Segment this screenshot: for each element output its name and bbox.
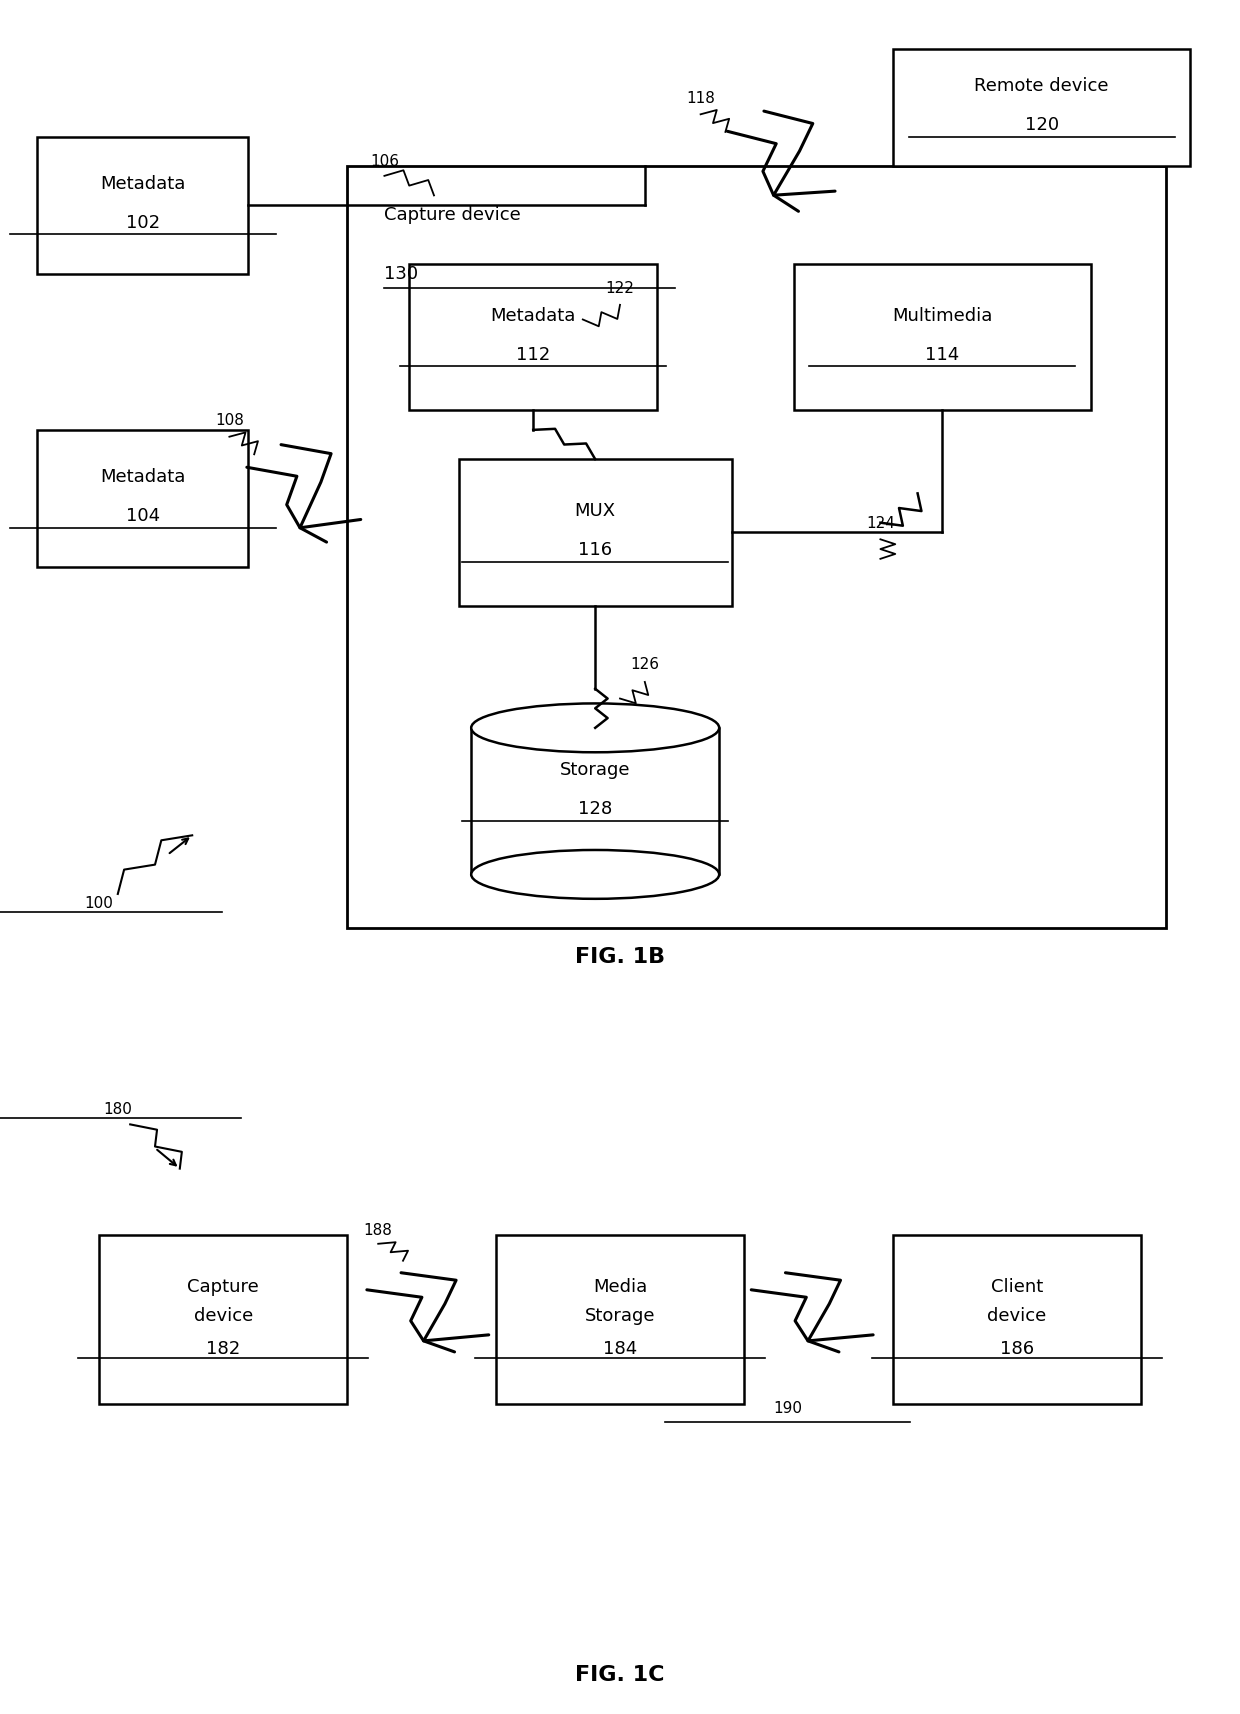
Text: 126: 126 [630, 656, 660, 672]
Text: 180: 180 [103, 1102, 133, 1118]
Text: 122: 122 [605, 281, 635, 297]
Text: Remote device: Remote device [975, 77, 1109, 94]
Text: Media: Media [593, 1277, 647, 1296]
Ellipse shape [471, 703, 719, 752]
Text: Client: Client [991, 1277, 1043, 1296]
Text: 100: 100 [84, 896, 114, 912]
Bar [37, 430, 248, 567]
Text: 116: 116 [578, 542, 613, 559]
Bar [99, 1234, 347, 1404]
Bar [409, 264, 657, 410]
Bar [347, 166, 1166, 929]
Bar [471, 728, 719, 874]
Text: Metadata: Metadata [100, 175, 185, 192]
Text: 118: 118 [686, 91, 715, 106]
Text: FIG. 1B: FIG. 1B [575, 948, 665, 967]
Bar [794, 264, 1091, 410]
Bar [459, 459, 732, 605]
Text: Metadata: Metadata [100, 468, 185, 485]
Text: 128: 128 [578, 800, 613, 818]
Bar [496, 1234, 744, 1404]
Text: 130: 130 [384, 264, 419, 283]
Text: 182: 182 [206, 1340, 241, 1357]
Text: 186: 186 [999, 1340, 1034, 1357]
Text: 120: 120 [1024, 117, 1059, 134]
Text: 188: 188 [363, 1222, 393, 1238]
Text: Storage: Storage [585, 1308, 655, 1325]
Text: 102: 102 [125, 214, 160, 231]
Text: 190: 190 [773, 1402, 802, 1416]
Bar [893, 50, 1190, 166]
Text: MUX: MUX [574, 502, 616, 519]
Bar [37, 137, 248, 274]
Text: Capture: Capture [187, 1277, 259, 1296]
Text: device: device [193, 1308, 253, 1325]
Text: 114: 114 [925, 346, 960, 363]
Text: 184: 184 [603, 1340, 637, 1357]
Text: 112: 112 [516, 346, 551, 363]
Text: 108: 108 [215, 413, 244, 428]
Ellipse shape [471, 850, 719, 898]
Text: 104: 104 [125, 507, 160, 524]
Bar [893, 1234, 1141, 1404]
Text: Metadata: Metadata [491, 307, 575, 324]
Text: 106: 106 [370, 154, 399, 170]
Text: Capture device: Capture device [384, 206, 521, 225]
Text: Multimedia: Multimedia [893, 307, 992, 324]
Text: 124: 124 [866, 516, 895, 531]
Text: device: device [987, 1308, 1047, 1325]
Text: Storage: Storage [560, 761, 630, 778]
Text: FIG. 1C: FIG. 1C [575, 1664, 665, 1685]
